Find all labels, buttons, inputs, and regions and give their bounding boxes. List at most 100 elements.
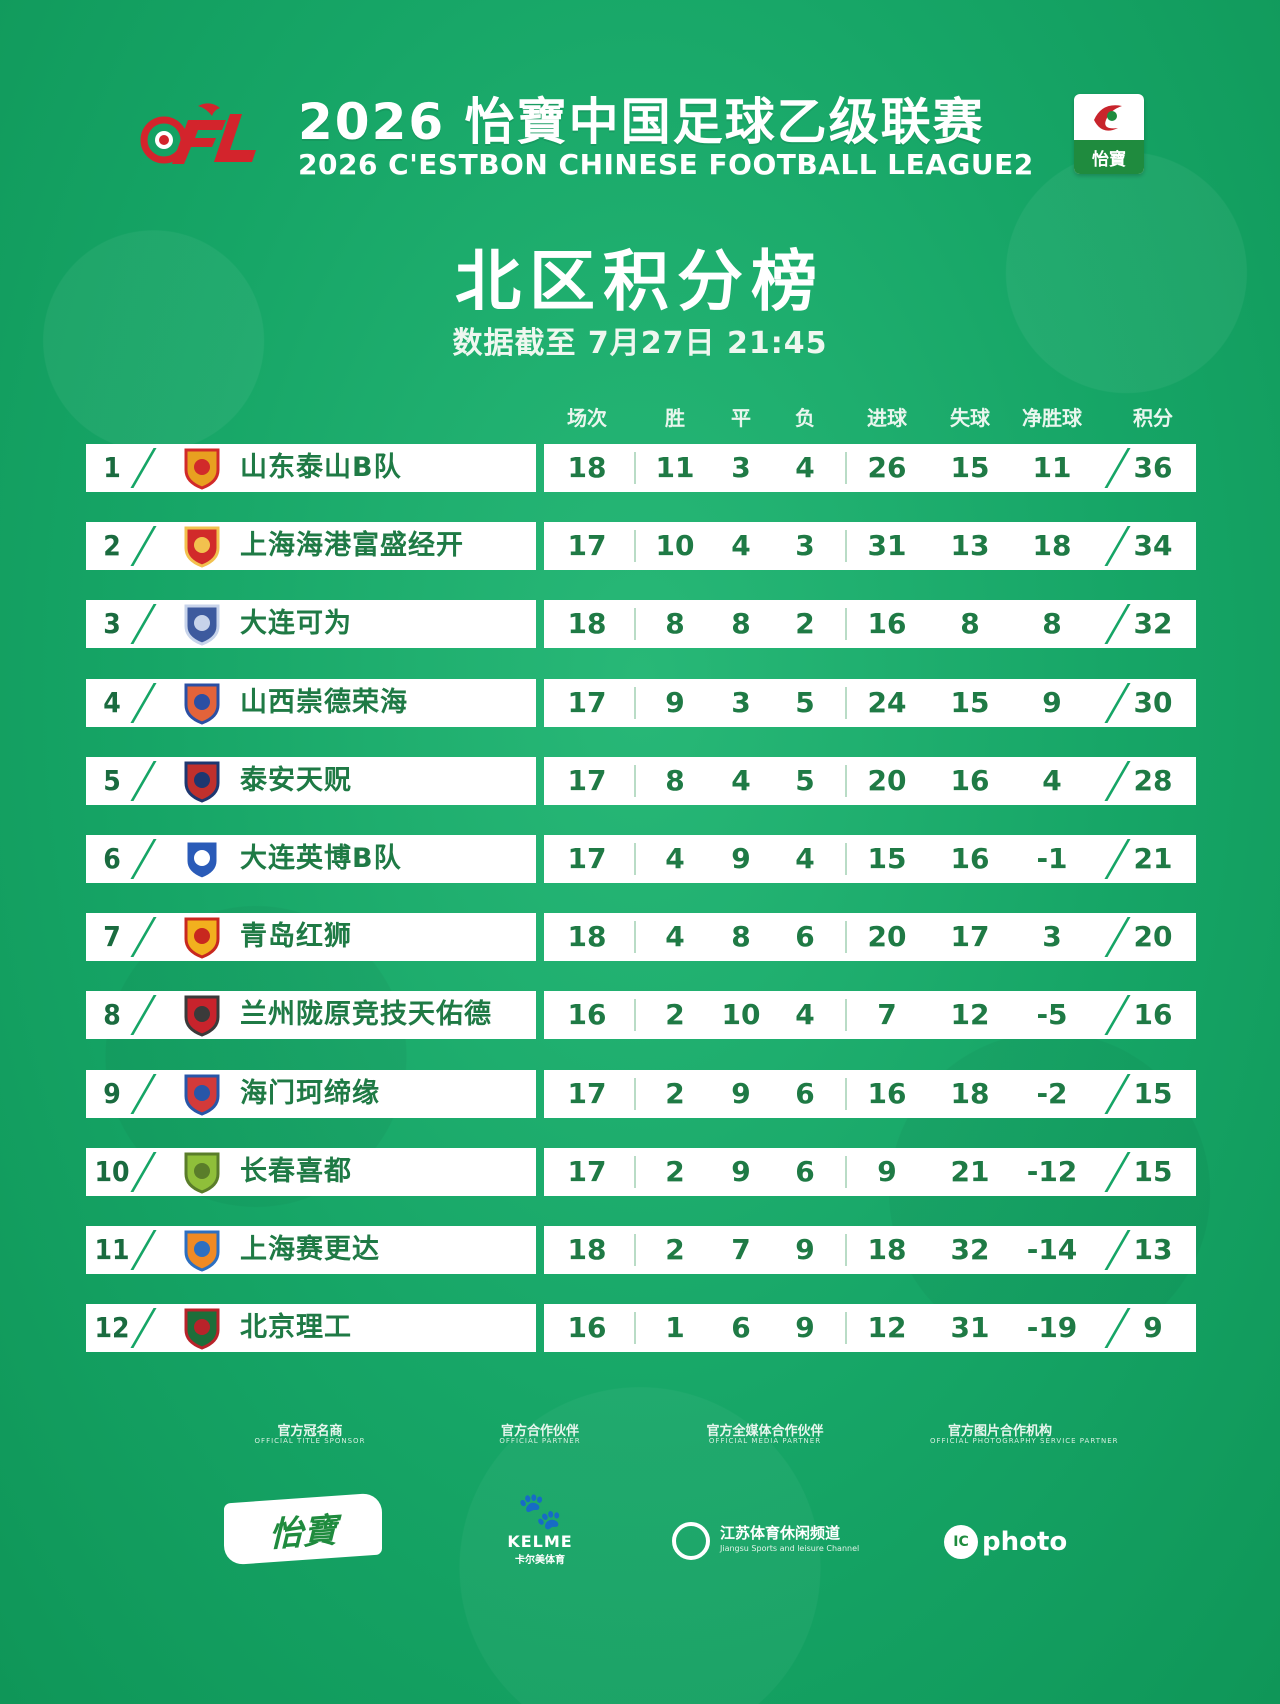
cell-goal-diff: 3 bbox=[1042, 920, 1062, 953]
cell-won: 2 bbox=[665, 1233, 685, 1266]
cell-won: 9 bbox=[665, 686, 685, 719]
cell-played: 18 bbox=[567, 451, 607, 484]
rank-number: 7 bbox=[103, 920, 121, 953]
standings-row: 10 长春喜都 17 2 9 6 9 21 -12 15 bbox=[0, 1148, 1280, 1196]
col-goals-against: 失球 bbox=[950, 406, 990, 430]
cell-points: 13 bbox=[1133, 1233, 1173, 1266]
goals-divider bbox=[845, 452, 847, 484]
cell-goals-for: 16 bbox=[867, 1077, 907, 1110]
cell-goals-for: 24 bbox=[867, 686, 907, 719]
cell-points: 15 bbox=[1133, 1077, 1173, 1110]
stats-divider bbox=[634, 1156, 636, 1188]
stats-divider bbox=[634, 843, 636, 875]
kelme-name: KELME bbox=[507, 1532, 573, 1551]
goals-divider bbox=[845, 843, 847, 875]
standings-row: 9 海门珂缔缘 17 2 9 6 16 18 -2 15 bbox=[0, 1070, 1280, 1118]
rank-number: 4 bbox=[103, 686, 121, 719]
rank-number: 3 bbox=[103, 607, 121, 640]
cell-goal-diff: -5 bbox=[1036, 998, 1068, 1031]
sponsor-caption: 官方全媒体合作伙伴 bbox=[706, 1424, 824, 1439]
cell-lost: 6 bbox=[795, 920, 815, 953]
team-crest-icon bbox=[184, 761, 220, 803]
stats-cell-bg bbox=[544, 757, 1196, 805]
stats-cell-bg bbox=[544, 600, 1196, 648]
cell-points: 32 bbox=[1133, 607, 1173, 640]
kelme-sub: 卡尔美体育 bbox=[515, 1555, 565, 1566]
standings-row: 4 山西崇德荣海 17 9 3 5 24 15 9 30 bbox=[0, 679, 1280, 727]
kelme-logo: 🐾 KELME 卡尔美体育 bbox=[498, 1492, 582, 1567]
goals-divider bbox=[845, 1312, 847, 1344]
cell-lost: 5 bbox=[795, 764, 815, 797]
cell-won: 4 bbox=[665, 920, 685, 953]
cfl-logo bbox=[140, 103, 256, 164]
cell-goals-for: 9 bbox=[877, 1155, 897, 1188]
goals-divider bbox=[845, 921, 847, 953]
team-cell-bg bbox=[86, 835, 536, 883]
column-headers: 场次 胜 平 负 进球 失球 净胜球 积分 bbox=[0, 402, 1280, 432]
cell-played: 18 bbox=[567, 920, 607, 953]
goals-divider bbox=[845, 687, 847, 719]
team-name: 青岛红狮 bbox=[240, 921, 352, 952]
goals-divider bbox=[845, 765, 847, 797]
cell-played: 17 bbox=[567, 1077, 607, 1110]
team-crest-icon bbox=[184, 448, 220, 490]
cell-lost: 9 bbox=[795, 1311, 815, 1344]
cell-goals-against: 21 bbox=[950, 1155, 990, 1188]
sponsor-caption-en: OFFICIAL PHOTOGRAPHY SERVICE PARTNER bbox=[930, 1437, 1119, 1445]
team-name: 上海海港富盛经开 bbox=[240, 530, 464, 561]
rank-number: 9 bbox=[103, 1077, 121, 1110]
rank-number: 8 bbox=[103, 998, 121, 1031]
team-name: 泰安天贶 bbox=[240, 765, 352, 796]
cell-lost: 6 bbox=[795, 1155, 815, 1188]
cell-drawn: 9 bbox=[731, 842, 751, 875]
team-crest-icon bbox=[184, 604, 220, 646]
cell-goals-for: 26 bbox=[867, 451, 907, 484]
standings-row: 12 北京理工 16 1 6 9 12 31 -19 9 bbox=[0, 1304, 1280, 1352]
update-timestamp: 数据截至 7月27日 21:45 bbox=[452, 326, 828, 361]
standings-row: 1 山东泰山B队 18 11 3 4 26 15 11 36 bbox=[0, 444, 1280, 492]
standings-row: 2 上海海港富盛经开 17 10 4 3 31 13 18 34 bbox=[0, 522, 1280, 570]
goals-divider bbox=[845, 1078, 847, 1110]
cell-lost: 5 bbox=[795, 686, 815, 719]
stats-divider bbox=[634, 452, 636, 484]
cell-played: 17 bbox=[567, 529, 607, 562]
stats-divider bbox=[634, 687, 636, 719]
stats-divider bbox=[634, 921, 636, 953]
stats-divider bbox=[634, 1234, 636, 1266]
team-cell-bg bbox=[86, 913, 536, 961]
cell-goals-for: 20 bbox=[867, 920, 907, 953]
sponsor-caption-en: OFFICIAL MEDIA PARTNER bbox=[708, 1437, 822, 1445]
team-crest-icon bbox=[184, 1152, 220, 1194]
col-drawn: 平 bbox=[731, 406, 751, 430]
sponsor-caption: 官方冠名商 bbox=[277, 1424, 343, 1439]
cell-goals-against: 12 bbox=[950, 998, 990, 1031]
cell-played: 18 bbox=[567, 1233, 607, 1266]
stats-cell-bg bbox=[544, 444, 1196, 492]
col-points: 积分 bbox=[1133, 406, 1173, 430]
cell-points: 21 bbox=[1133, 842, 1173, 875]
cell-goals-for: 12 bbox=[867, 1311, 907, 1344]
yibao-logo: 怡寶 bbox=[224, 1492, 382, 1566]
cell-lost: 4 bbox=[795, 842, 815, 875]
cell-lost: 9 bbox=[795, 1233, 815, 1266]
team-cell-bg bbox=[86, 1226, 536, 1274]
standings-title: 北区积分榜 bbox=[455, 243, 825, 320]
cell-goals-against: 13 bbox=[950, 529, 990, 562]
cell-goal-diff: -1 bbox=[1036, 842, 1068, 875]
stats-cell-bg bbox=[544, 679, 1196, 727]
cell-goals-for: 16 bbox=[867, 607, 907, 640]
team-cell-bg bbox=[86, 522, 536, 570]
ic-icon: IC bbox=[944, 1525, 978, 1559]
team-name: 兰州陇原竞技天佑德 bbox=[240, 999, 492, 1030]
cell-lost: 2 bbox=[795, 607, 815, 640]
standings-row: 8 兰州陇原竞技天佑德 16 2 10 4 7 12 -5 16 bbox=[0, 991, 1280, 1039]
sponsor-badge-icon bbox=[1074, 94, 1144, 140]
cell-drawn: 4 bbox=[731, 764, 751, 797]
cell-won: 2 bbox=[665, 998, 685, 1031]
rank-number: 5 bbox=[103, 764, 121, 797]
cell-goals-against: 16 bbox=[950, 842, 990, 875]
cell-lost: 6 bbox=[795, 1077, 815, 1110]
rank-number: 1 bbox=[103, 451, 121, 484]
team-name: 大连英博B队 bbox=[240, 843, 402, 874]
cell-goals-for: 15 bbox=[867, 842, 907, 875]
